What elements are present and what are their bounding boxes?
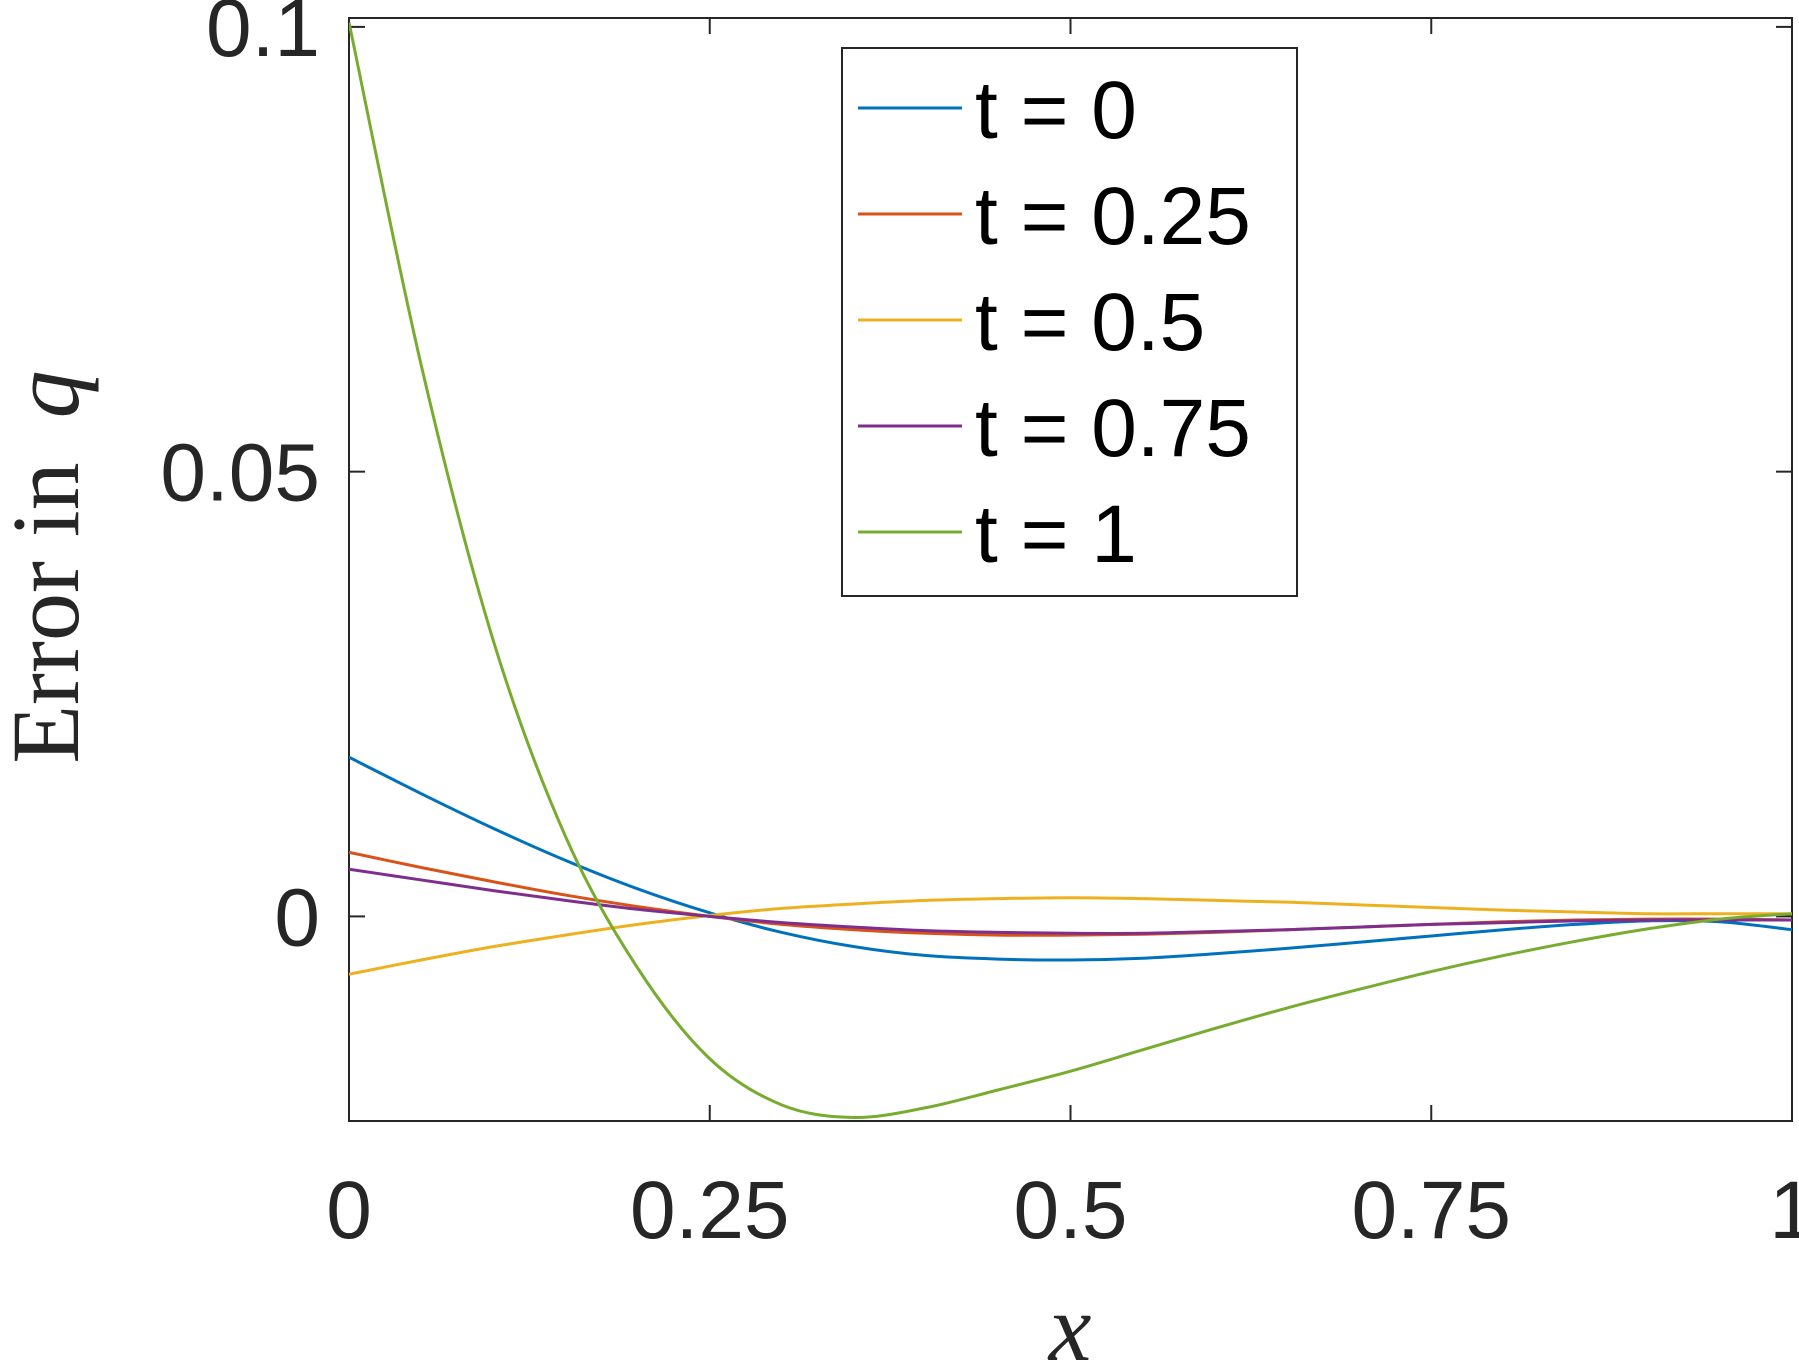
series-line-4 (349, 867, 1792, 935)
legend-label: t = 0.5 (975, 277, 1205, 368)
x-tick-label: 0 (326, 1165, 372, 1256)
legend-label: t = 0 (975, 65, 1137, 156)
legend-label: t = 1 (975, 489, 1137, 580)
y-axis-label: Error in q (0, 370, 99, 763)
y-tick-label: 0.05 (160, 428, 320, 519)
x-tick-label: 1 (1769, 1165, 1799, 1256)
x-tick-label: 0.25 (630, 1165, 790, 1256)
x-axis-label: x (1047, 1274, 1092, 1368)
x-tick-label: 0.5 (1014, 1165, 1128, 1256)
axis-ticks (348, 18, 1793, 1121)
legend-label: t = 0.25 (975, 171, 1251, 262)
series-lines (349, 22, 1792, 1119)
y-axis-label-variable: q (0, 370, 99, 418)
legend-box (841, 47, 1298, 597)
series-line-5 (349, 22, 1792, 1119)
legend: t = 0 t = 0.25 t = 0.5 t = 0.75 t = 1 (841, 47, 1298, 597)
series-line-1 (349, 755, 1792, 962)
legend-label: t = 0.75 (975, 383, 1251, 474)
series-line-3 (349, 896, 1792, 976)
x-tick-label: 0.75 (1351, 1165, 1511, 1256)
y-tick-label: 0 (274, 872, 320, 963)
tick-labels: 0 0.25 0.5 0.75 1 0 0.05 0.1 (160, 0, 1799, 1256)
y-axis-label-prefix: Error in (0, 462, 99, 763)
y-tick-label: 0.1 (206, 0, 320, 74)
